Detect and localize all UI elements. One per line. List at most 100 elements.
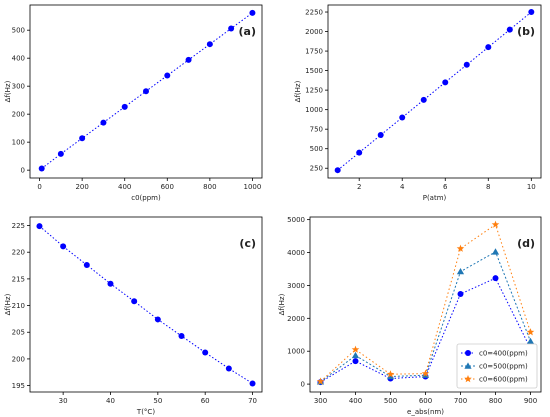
x-tick-label: 30 <box>59 397 68 405</box>
data-point <box>386 370 395 378</box>
data-point <box>491 220 500 228</box>
panel-label: (b) <box>517 25 535 38</box>
series-line <box>39 225 253 384</box>
data-point <box>526 337 535 345</box>
x-tick-label: 500 <box>384 397 397 405</box>
data-point <box>225 365 232 372</box>
y-tick-label: 500 <box>12 27 25 35</box>
plot-area <box>327 4 542 179</box>
legend-box <box>456 343 538 389</box>
x-tick-label: 10 <box>527 183 536 191</box>
data-point <box>154 316 161 323</box>
data-point <box>526 328 535 336</box>
legend-label: c0=400(ppm) <box>479 350 528 358</box>
y-tick-label: 5000 <box>287 216 305 224</box>
data-point <box>38 165 45 172</box>
data-point <box>399 114 406 121</box>
data-point <box>107 280 114 287</box>
y-tick-label: 3000 <box>287 282 305 290</box>
panel-label: (a) <box>239 25 256 38</box>
y-tick-label: 200 <box>12 355 25 363</box>
data-point <box>491 248 500 255</box>
data-point <box>178 332 185 339</box>
x-tick-label: 1000 <box>244 183 262 191</box>
y-tick-label: 195 <box>12 382 25 390</box>
data-point <box>143 88 149 95</box>
data-point <box>36 223 43 230</box>
y-axis-label: Δf(Hz) <box>4 293 12 315</box>
y-tick-label: 1000 <box>287 348 305 356</box>
data-point <box>506 26 513 33</box>
chart-panel: 30 40 50 60 70 195 200 205 210 215 220 225 T(°C) Δf(H… <box>4 216 263 416</box>
y-tick-label: 2000 <box>305 28 323 36</box>
y-tick-label: 1000 <box>305 106 323 114</box>
legend-label: c0=600(ppm) <box>479 376 528 384</box>
chart-panel: 0 200 400 600 800 1000 0 100 200 300 400 500 c0(ppm)… <box>4 4 263 202</box>
data-point <box>456 244 465 252</box>
data-point <box>249 380 256 387</box>
x-tick-label: 600 <box>161 183 174 191</box>
x-tick-label: 60 <box>201 397 210 405</box>
y-tick-label: 400 <box>12 55 25 63</box>
data-point <box>83 262 90 269</box>
chart-panel: 300 400 500 600 700 800 900 0 1000 2000 3000 4000 50… <box>278 216 542 416</box>
y-axis-label: Δf(Hz) <box>278 293 286 315</box>
y-tick-label: 215 <box>12 275 25 283</box>
y-tick-label: 300 <box>12 83 25 91</box>
data-point <box>351 345 360 353</box>
x-axis-label: c0(ppm) <box>131 194 161 202</box>
data-point <box>316 377 325 385</box>
x-tick-label: 6 <box>443 183 448 191</box>
data-point <box>492 275 499 282</box>
data-point <box>442 79 449 86</box>
data-point <box>456 268 465 275</box>
x-axis-label: e_abs(nm) <box>407 408 444 416</box>
x-axis-label: P(atm) <box>423 194 447 202</box>
plot-area <box>29 216 263 393</box>
x-tick-label: 0 <box>37 183 41 191</box>
y-tick-label: 1250 <box>305 87 323 95</box>
legend-marker <box>465 350 471 356</box>
y-tick-label: 750 <box>310 126 323 134</box>
data-point <box>57 150 64 157</box>
data-point <box>185 56 192 63</box>
legend-marker <box>464 375 472 383</box>
y-tick-label: 1500 <box>305 67 323 75</box>
y-tick-label: 500 <box>310 145 323 153</box>
y-tick-label: 100 <box>12 139 25 147</box>
y-axis-label: Δf(Hz) <box>294 80 302 102</box>
data-point <box>121 103 128 110</box>
panel-label: (d) <box>517 237 535 250</box>
panel-label: (c) <box>239 237 256 250</box>
data-point <box>485 44 492 51</box>
y-tick-label: 225 <box>12 222 25 230</box>
data-point <box>356 149 363 156</box>
y-tick-label: 0 <box>21 167 25 175</box>
legend-marker <box>464 362 472 369</box>
data-point <box>386 372 395 380</box>
x-tick-label: 2 <box>357 183 361 191</box>
x-tick-label: 800 <box>203 183 216 191</box>
data-point <box>60 243 67 250</box>
y-axis-label: Δf(Hz) <box>4 80 12 102</box>
data-point <box>351 351 360 359</box>
y-tick-label: 210 <box>12 302 25 310</box>
data-point <box>206 41 213 48</box>
y-tick-label: 1750 <box>305 48 323 56</box>
x-tick-label: 700 <box>454 397 467 405</box>
x-tick-label: 70 <box>248 397 257 405</box>
data-point <box>249 9 256 16</box>
x-tick-label: 600 <box>419 397 432 405</box>
x-tick-label: 8 <box>486 183 490 191</box>
data-point <box>164 72 171 79</box>
data-point <box>421 369 430 377</box>
x-tick-label: 50 <box>153 397 162 405</box>
y-tick-label: 2000 <box>287 315 305 323</box>
y-tick-label: 250 <box>310 165 323 173</box>
data-point <box>228 25 235 32</box>
legend: c0=400(ppm) c0=500(ppm) c0=600(ppm) <box>456 343 538 389</box>
data-point <box>420 96 427 103</box>
y-tick-label: 4000 <box>287 249 305 257</box>
x-tick-label: 900 <box>524 397 537 405</box>
